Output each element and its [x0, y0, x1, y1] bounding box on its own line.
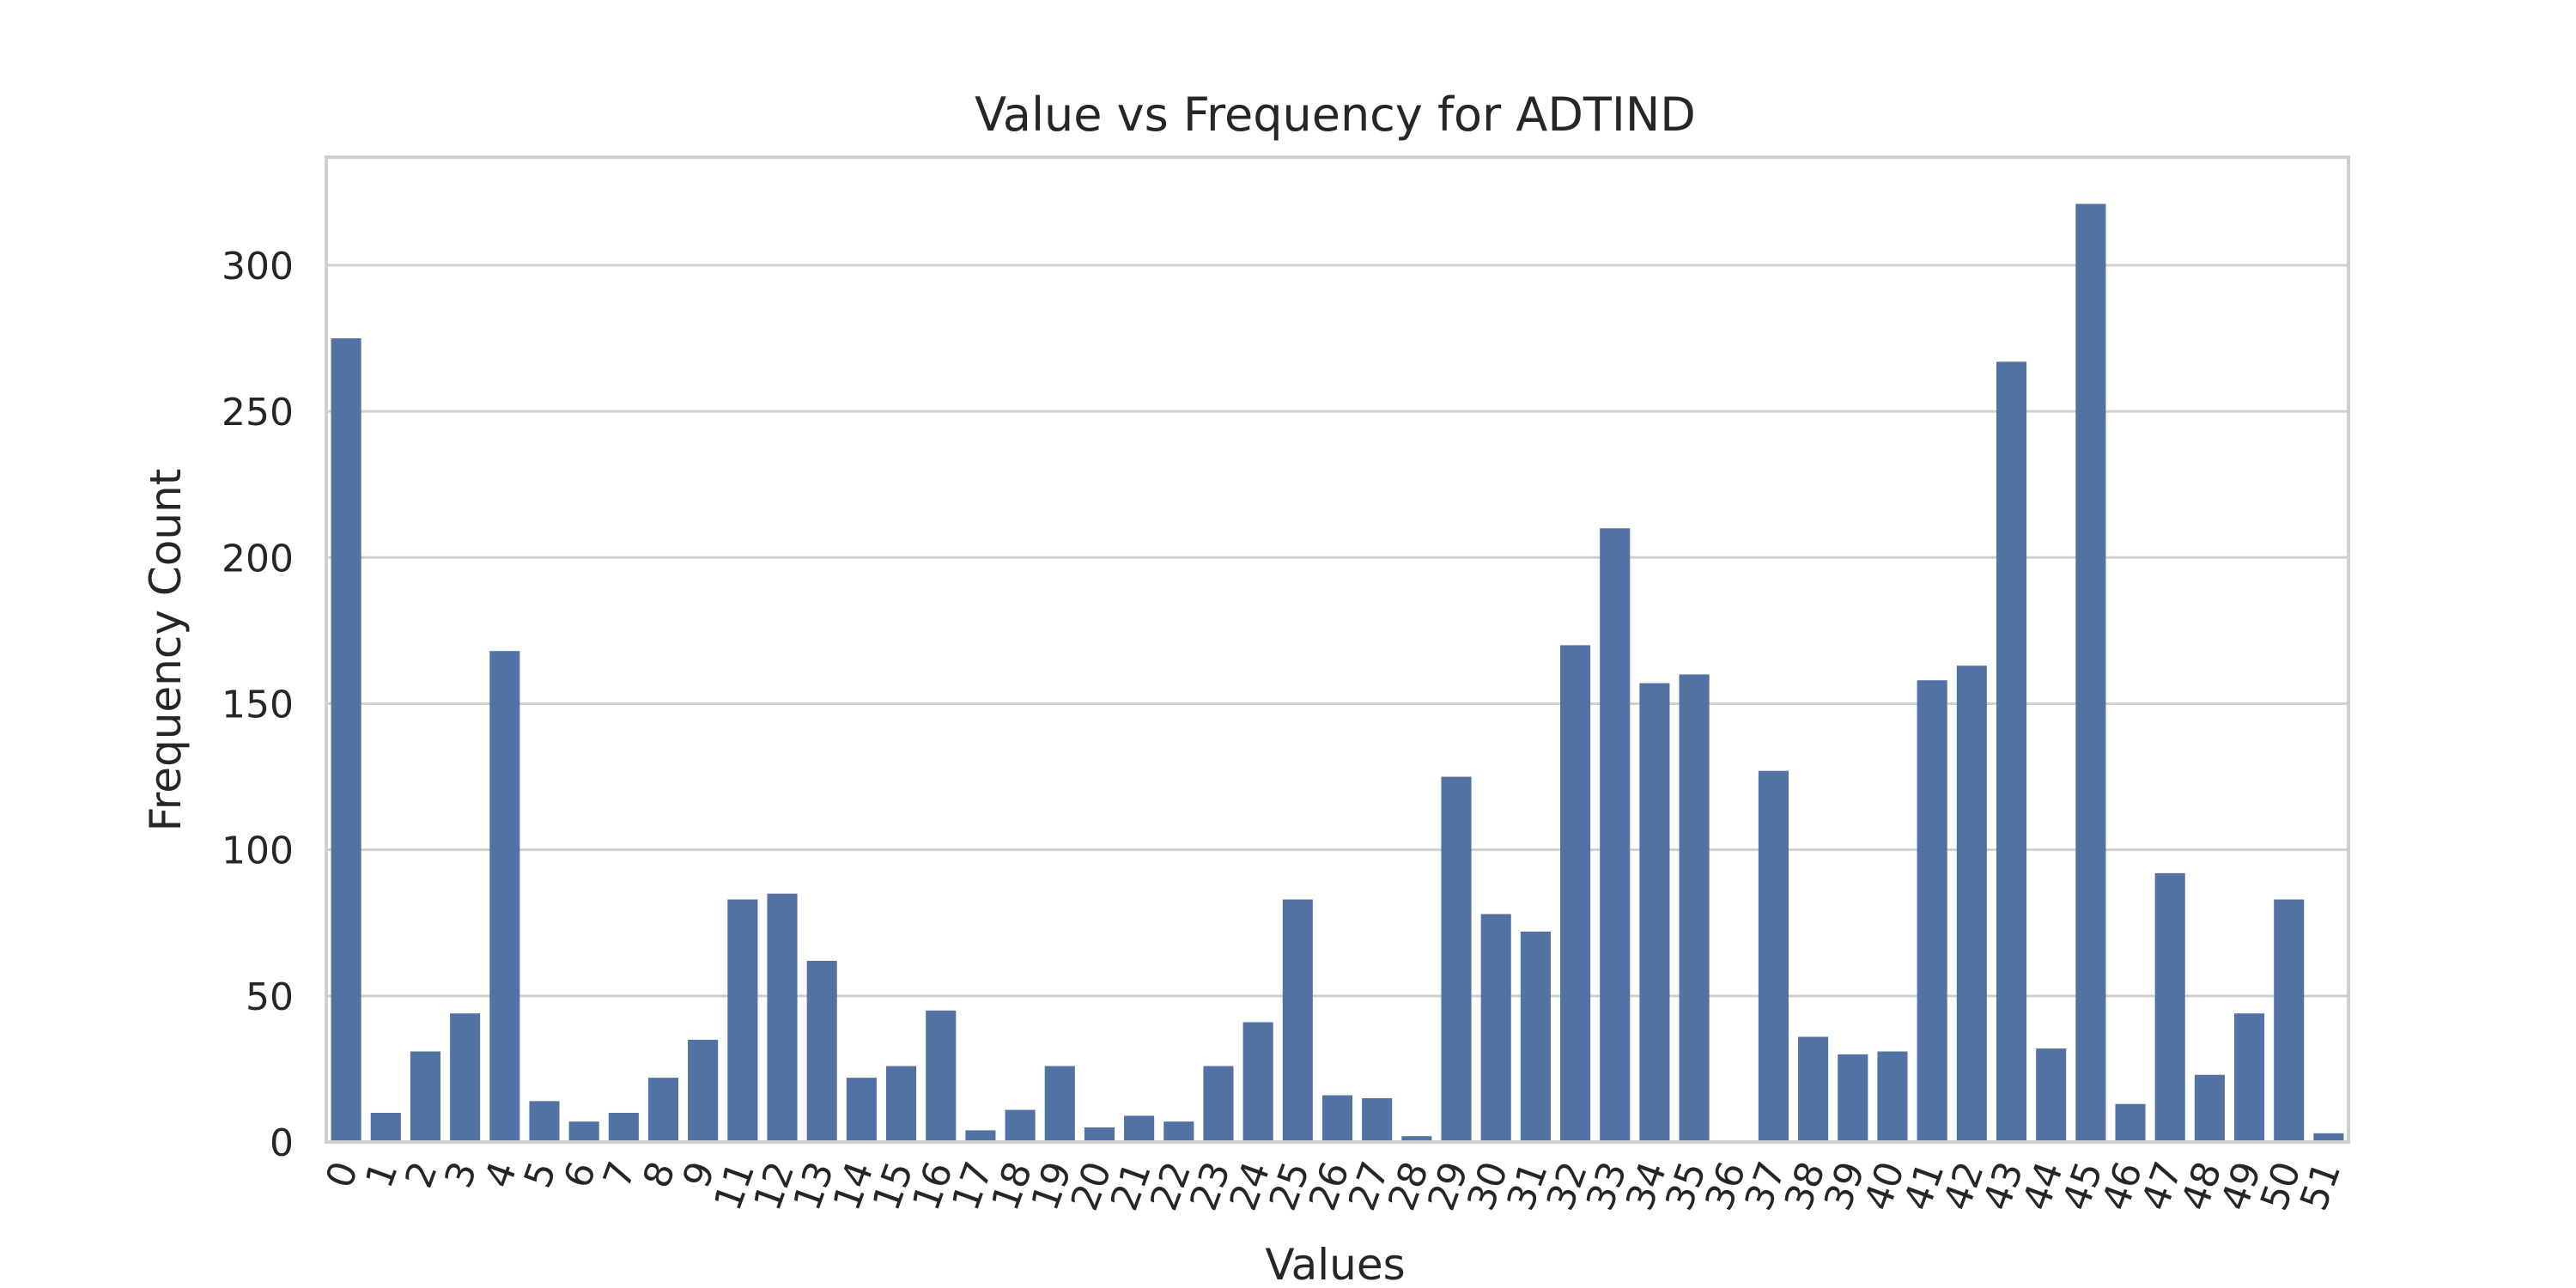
bar-35	[1679, 674, 1710, 1142]
bar-32	[1560, 645, 1591, 1142]
x-axis-ticks: 0123456789111213141516171819202122232425…	[318, 1156, 2349, 1216]
x-tick-label: 51	[2292, 1156, 2349, 1216]
bar-24	[1242, 1022, 1273, 1142]
y-tick-label: 100	[222, 829, 294, 873]
bar-17	[965, 1130, 996, 1142]
bar-46	[2115, 1103, 2146, 1142]
bar-18	[1005, 1109, 1036, 1142]
bar-37	[1758, 770, 1789, 1142]
bar-31	[1520, 931, 1551, 1142]
chart-title: Value vs Frequency for ADTIND	[975, 88, 1696, 142]
bar-40	[1877, 1051, 1908, 1142]
x-axis-label: Values	[1265, 1240, 1405, 1288]
bar-49	[2234, 1013, 2265, 1142]
plot-frame	[325, 155, 2350, 1144]
bar-6	[568, 1121, 599, 1142]
bar-26	[1321, 1095, 1353, 1142]
bar-13	[806, 960, 837, 1142]
bar-0	[331, 338, 361, 1143]
bar-38	[1798, 1036, 1829, 1142]
y-tick-label: 250	[222, 391, 294, 434]
bar-43	[1996, 361, 2027, 1142]
y-tick-label: 50	[246, 975, 294, 1019]
bar-39	[1838, 1054, 1868, 1142]
bar-45	[2075, 204, 2106, 1142]
bar-22	[1163, 1121, 1194, 1142]
bar-33	[1600, 528, 1631, 1142]
bar-2	[410, 1051, 440, 1142]
y-axis-ticks: 0 50 100 150 200 250 300	[222, 245, 294, 1165]
y-axis-label: Frequency Count	[141, 469, 191, 832]
bar-34	[1639, 683, 1670, 1142]
y-tick-label: 200	[222, 537, 294, 580]
bars-group	[331, 204, 2344, 1143]
y-tick-label: 300	[222, 245, 294, 289]
y-tick-label: 150	[222, 683, 294, 726]
bar-19	[1044, 1066, 1075, 1142]
y-tick-label: 0	[270, 1121, 294, 1165]
bar-8	[647, 1078, 679, 1142]
bar-7	[608, 1112, 639, 1142]
bar-51	[2313, 1133, 2344, 1142]
bar-15	[886, 1066, 917, 1142]
grid-lines	[326, 264, 2348, 998]
bar-4	[489, 651, 520, 1142]
bar-47	[2154, 872, 2185, 1142]
bar-50	[2274, 899, 2305, 1142]
bar-44	[2036, 1048, 2067, 1142]
bar-23	[1203, 1066, 1234, 1142]
bar-16	[926, 1010, 957, 1142]
bar-20	[1084, 1127, 1115, 1142]
bar-28	[1401, 1136, 1432, 1142]
bar-5	[529, 1101, 560, 1142]
bar-48	[2194, 1074, 2225, 1142]
bar-42	[1956, 665, 1987, 1142]
bar-11	[727, 899, 758, 1142]
bar-3	[450, 1013, 481, 1142]
bar-14	[846, 1078, 877, 1142]
bar-25	[1282, 899, 1313, 1142]
bar-12	[767, 893, 798, 1142]
bar-1	[370, 1112, 401, 1142]
bar-41	[1917, 680, 1947, 1142]
bar-30	[1480, 914, 1511, 1142]
bar-29	[1441, 776, 1472, 1142]
bar-21	[1124, 1115, 1155, 1142]
bar-27	[1362, 1097, 1393, 1142]
bar-9	[688, 1039, 719, 1142]
